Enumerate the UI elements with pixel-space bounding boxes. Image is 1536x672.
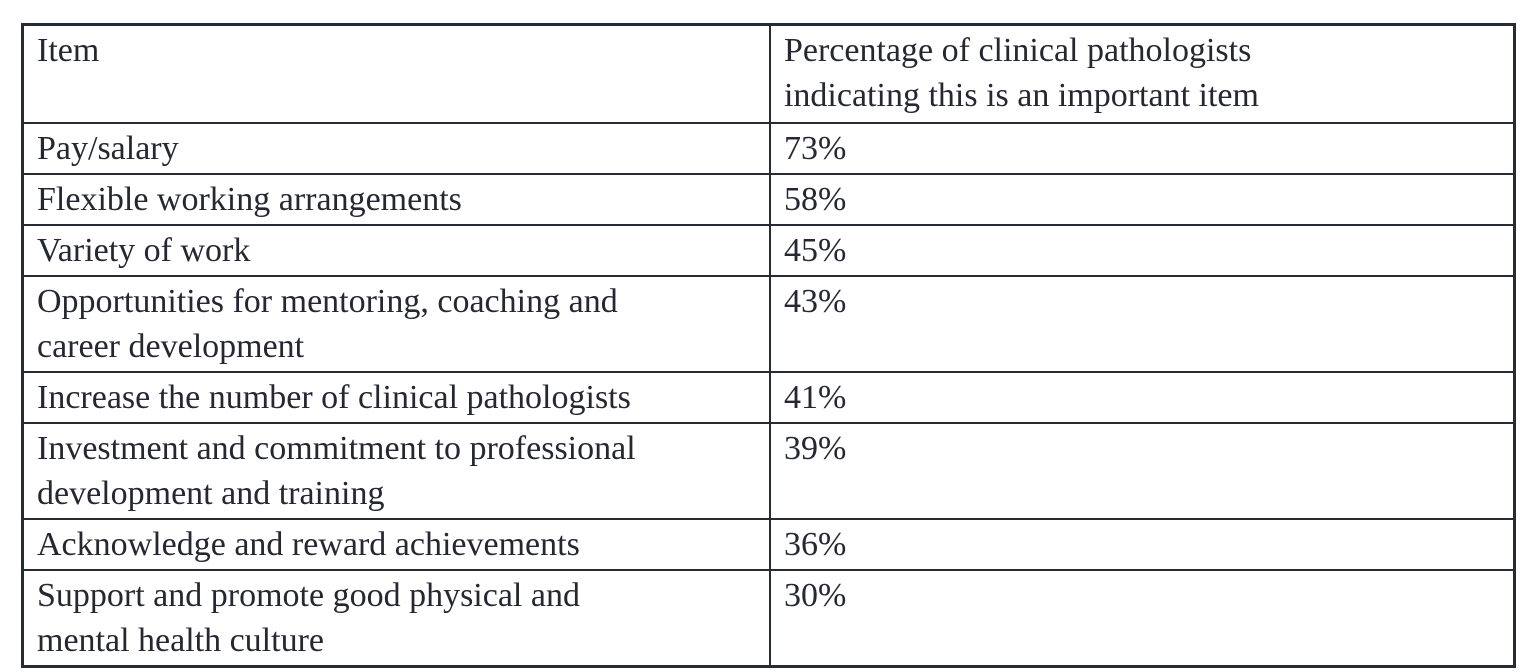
table-row: Investment and commitment to professiona…: [21, 422, 1516, 520]
percentage-cell: 43%: [768, 275, 1516, 373]
percentage-cell: 73%: [768, 122, 1516, 175]
percentage-cell: 41%: [768, 371, 1516, 424]
table-row: Opportunities for mentoring, coaching an…: [21, 275, 1516, 373]
percentage-cell: 45%: [768, 224, 1516, 277]
item-cell: Investment and commitment to professiona…: [21, 422, 771, 520]
table-row: Pay/salary 73%: [21, 122, 1516, 175]
percentage-cell: 36%: [768, 518, 1516, 571]
item-cell: Increase the number of clinical patholog…: [21, 371, 771, 424]
item-cell: Opportunities for mentoring, coaching an…: [21, 275, 771, 373]
percentage-cell: 58%: [768, 173, 1516, 226]
item-cell: Variety of work: [21, 224, 771, 277]
header-row: Item Percentage of clinical pathologists…: [21, 23, 1516, 124]
table-row: Flexible working arrangements 58%: [21, 173, 1516, 226]
table-row: Acknowledge and reward achievements 36%: [21, 518, 1516, 571]
header-cell-item: Item: [21, 23, 771, 124]
survey-results-table: Item Percentage of clinical pathologists…: [21, 23, 1516, 668]
percentage-cell: 30%: [768, 569, 1516, 668]
header-cell-percentage: Percentage of clinical pathologists indi…: [768, 23, 1516, 124]
item-cell: Pay/salary: [21, 122, 771, 175]
table-body: Pay/salary 73% Flexible working arrangemen…: [21, 122, 1516, 668]
item-cell: Support and promote good physical and me…: [21, 569, 771, 668]
table-row: Support and promote good physical and me…: [21, 569, 1516, 668]
item-cell: Flexible working arrangements: [21, 173, 771, 226]
percentage-cell: 39%: [768, 422, 1516, 520]
item-cell: Acknowledge and reward achievements: [21, 518, 771, 571]
table-row: Variety of work 45%: [21, 224, 1516, 277]
table-row: Increase the number of clinical patholog…: [21, 371, 1516, 424]
